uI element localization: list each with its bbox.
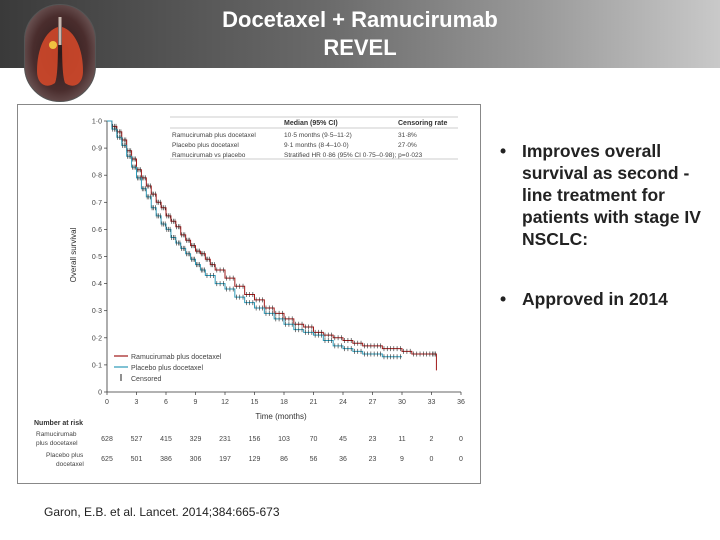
x-tick-label: 15 bbox=[251, 399, 259, 406]
y-tick-label: 0 bbox=[98, 390, 102, 397]
summary-row-2-label: Placebo plus docetaxel bbox=[172, 142, 239, 149]
risk-value: 329 bbox=[190, 436, 202, 443]
risk-value: 56 bbox=[310, 456, 318, 463]
summary-row-3-hr: Stratified HR 0·86 (95% CI 0·75–0·98); p… bbox=[284, 152, 423, 159]
lungs-logo-icon bbox=[24, 4, 96, 102]
y-tick-label: 0·4 bbox=[92, 281, 102, 288]
bullet-dot-icon: • bbox=[500, 141, 507, 161]
y-tick-label: 0·3 bbox=[92, 308, 102, 315]
x-tick-label: 12 bbox=[221, 399, 229, 406]
risk-value: 23 bbox=[369, 456, 377, 463]
risk-value: 23 bbox=[369, 436, 377, 443]
risk-value: 36 bbox=[339, 456, 347, 463]
risk-value: 0 bbox=[430, 456, 434, 463]
summary-header-censoring: Censoring rate bbox=[398, 120, 448, 127]
risk-value: 231 bbox=[219, 436, 231, 443]
summary-row-2-median: 9·1 months (8·4–10·0) bbox=[284, 142, 349, 149]
risk-value: 527 bbox=[131, 436, 143, 443]
risk-value: 625 bbox=[101, 456, 113, 463]
risk-value: 415 bbox=[160, 436, 172, 443]
summary-row-2-censoring: 27·0% bbox=[398, 142, 417, 149]
y-tick-label: 0·7 bbox=[92, 200, 102, 207]
bullet-list: • Improves overall survival as second -l… bbox=[500, 140, 712, 348]
risk-value: 628 bbox=[101, 436, 113, 443]
y-axis-label: Overall survival bbox=[69, 227, 78, 282]
chart-legend: Ramucirumab plus docetaxel Placebo plus … bbox=[114, 354, 222, 383]
x-tick-label: 36 bbox=[457, 399, 465, 406]
bullet-dot-icon: • bbox=[500, 289, 507, 309]
risk-value: 386 bbox=[160, 456, 172, 463]
summary-row-1-label: Ramucirumab plus docetaxel bbox=[172, 132, 256, 139]
bullet-text-approved: Approved in 2014 bbox=[522, 289, 668, 309]
risk-value: 156 bbox=[249, 436, 261, 443]
x-tick-label: 6 bbox=[164, 399, 168, 406]
bullet-item-approved: • Approved in 2014 bbox=[500, 288, 712, 310]
legend-label-censored: Censored bbox=[131, 376, 161, 383]
x-tick-label: 18 bbox=[280, 399, 288, 406]
title-line-1: Docetaxel + Ramucirumab bbox=[222, 7, 498, 32]
risk-value: 11 bbox=[398, 436, 405, 443]
risk-row-2-label-line-1: Placebo plus bbox=[46, 452, 84, 459]
survival-curve-ramucirumab bbox=[107, 120, 437, 371]
y-tick-label: 0·5 bbox=[92, 254, 102, 261]
risk-value: 86 bbox=[280, 456, 288, 463]
header-bar bbox=[0, 0, 720, 68]
risk-value: 197 bbox=[219, 456, 231, 463]
y-tick-label: 0·6 bbox=[92, 227, 102, 234]
x-tick-label: 30 bbox=[398, 399, 406, 406]
bullet-text-survival: Improves overall survival as second -lin… bbox=[522, 141, 701, 249]
x-tick-label: 3 bbox=[135, 399, 139, 406]
risk-row-1-label-line-1: Ramucirumab bbox=[36, 431, 77, 438]
risk-value: 70 bbox=[310, 436, 318, 443]
risk-value: 0 bbox=[459, 456, 463, 463]
slide-title: Docetaxel + Ramucirumab REVEL bbox=[110, 6, 610, 62]
x-tick-label: 24 bbox=[339, 399, 347, 406]
summary-header-median: Median (95% CI) bbox=[284, 120, 338, 127]
risk-value: 2 bbox=[430, 436, 434, 443]
risk-value: 306 bbox=[190, 456, 202, 463]
x-tick-label: 0 bbox=[105, 399, 109, 406]
bullet-item-survival: • Improves overall survival as second -l… bbox=[500, 140, 712, 250]
x-tick-label: 21 bbox=[310, 399, 318, 406]
survival-figure: 0 0·1 0·2 0·3 0·4 0·5 0·6 0·7 0·8 0·9 1·0 0 3 6 9 12 15… bbox=[17, 104, 481, 484]
summary-row-3-label: Ramucirumab vs placebo bbox=[172, 152, 246, 159]
y-tick-label: 0·9 bbox=[92, 146, 102, 153]
y-tick-label: 1·0 bbox=[92, 119, 102, 126]
risk-value: 0 bbox=[459, 436, 463, 443]
summary-row-1-median: 10·5 months (9·5–11·2) bbox=[284, 132, 352, 139]
title-line-2: REVEL bbox=[323, 35, 397, 60]
risk-value: 129 bbox=[249, 456, 261, 463]
km-plot: 00·10·20·30·40·50·60·70·80·91·0 0 3 6 9 12 15… bbox=[34, 116, 465, 468]
risk-table: Number at risk Ramucirumab plus docetaxe… bbox=[34, 420, 463, 468]
risk-table-title: Number at risk bbox=[34, 420, 83, 427]
y-tick-label: 0·8 bbox=[92, 173, 102, 180]
risk-value: 45 bbox=[339, 436, 347, 443]
summary-row-1-censoring: 31·8% bbox=[398, 132, 417, 139]
x-tick-label: 33 bbox=[428, 399, 436, 406]
x-tick-label: 9 bbox=[194, 399, 198, 406]
summary-table: Median (95% CI) Censoring rate Ramucirum… bbox=[170, 116, 458, 160]
legend-label-placebo: Placebo plus docetaxel bbox=[131, 365, 203, 372]
risk-value: 103 bbox=[278, 436, 290, 443]
risk-row-1-label-line-2: plus docetaxel bbox=[36, 440, 78, 447]
citation: Garon, E.B. et al. Lancet. 2014;384:665-… bbox=[44, 505, 280, 519]
legend-label-ramucirumab: Ramucirumab plus docetaxel bbox=[131, 354, 222, 361]
risk-value: 501 bbox=[131, 456, 143, 463]
x-tick-label: 27 bbox=[369, 399, 377, 406]
risk-value: 9 bbox=[400, 456, 404, 463]
x-axis-label: Time (months) bbox=[255, 412, 307, 421]
y-tick-label: 0·2 bbox=[92, 335, 102, 342]
risk-row-2-label-line-2: docetaxel bbox=[56, 461, 84, 468]
y-tick-label: 0·1 bbox=[92, 362, 102, 369]
